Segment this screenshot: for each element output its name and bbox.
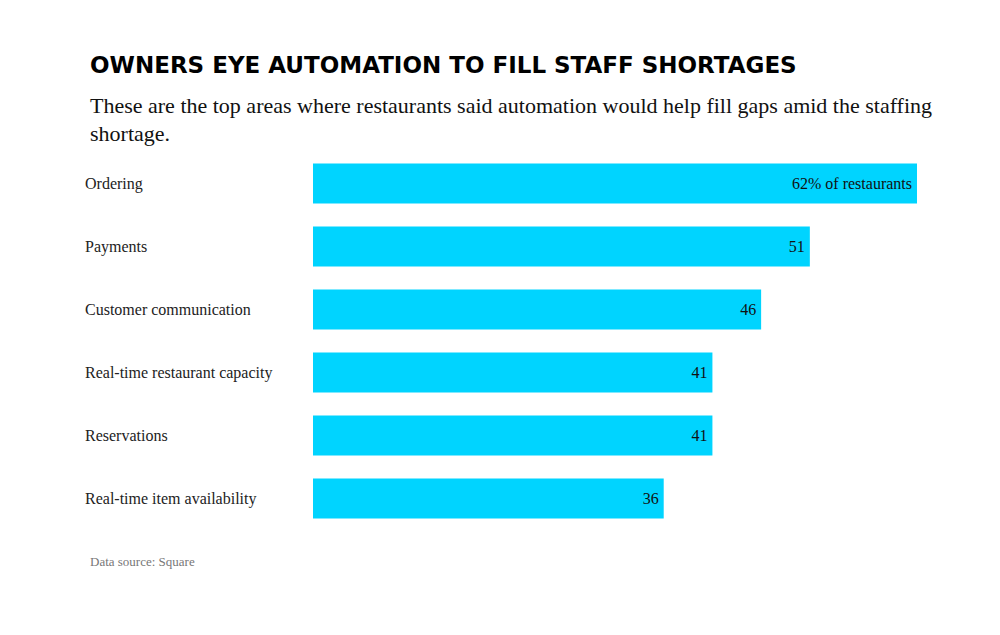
svg-text:46: 46 bbox=[740, 301, 756, 318]
svg-text:41: 41 bbox=[691, 364, 707, 381]
svg-text:shortage.: shortage. bbox=[90, 121, 170, 146]
svg-text:Customer communication: Customer communication bbox=[85, 301, 251, 318]
svg-text:Reservations: Reservations bbox=[85, 427, 168, 444]
svg-text:These are the top areas where: These are the top areas where restaurant… bbox=[90, 93, 938, 118]
svg-text:Payments: Payments bbox=[85, 238, 147, 256]
svg-text:41: 41 bbox=[691, 427, 707, 444]
svg-text:Real-time restaurant capacity: Real-time restaurant capacity bbox=[85, 364, 272, 382]
svg-text:Data source: Square: Data source: Square bbox=[90, 554, 195, 569]
svg-text:62% of restaurants: 62% of restaurants bbox=[792, 175, 912, 192]
svg-text:Ordering: Ordering bbox=[85, 175, 143, 193]
svg-text:OWNERS EYE AUTOMATION TO FILL: OWNERS EYE AUTOMATION TO FILL STAFF SHOR… bbox=[90, 52, 797, 78]
svg-text:Real-time item availability: Real-time item availability bbox=[85, 490, 257, 508]
svg-text:51: 51 bbox=[789, 238, 805, 255]
svg-text:36: 36 bbox=[643, 490, 659, 507]
